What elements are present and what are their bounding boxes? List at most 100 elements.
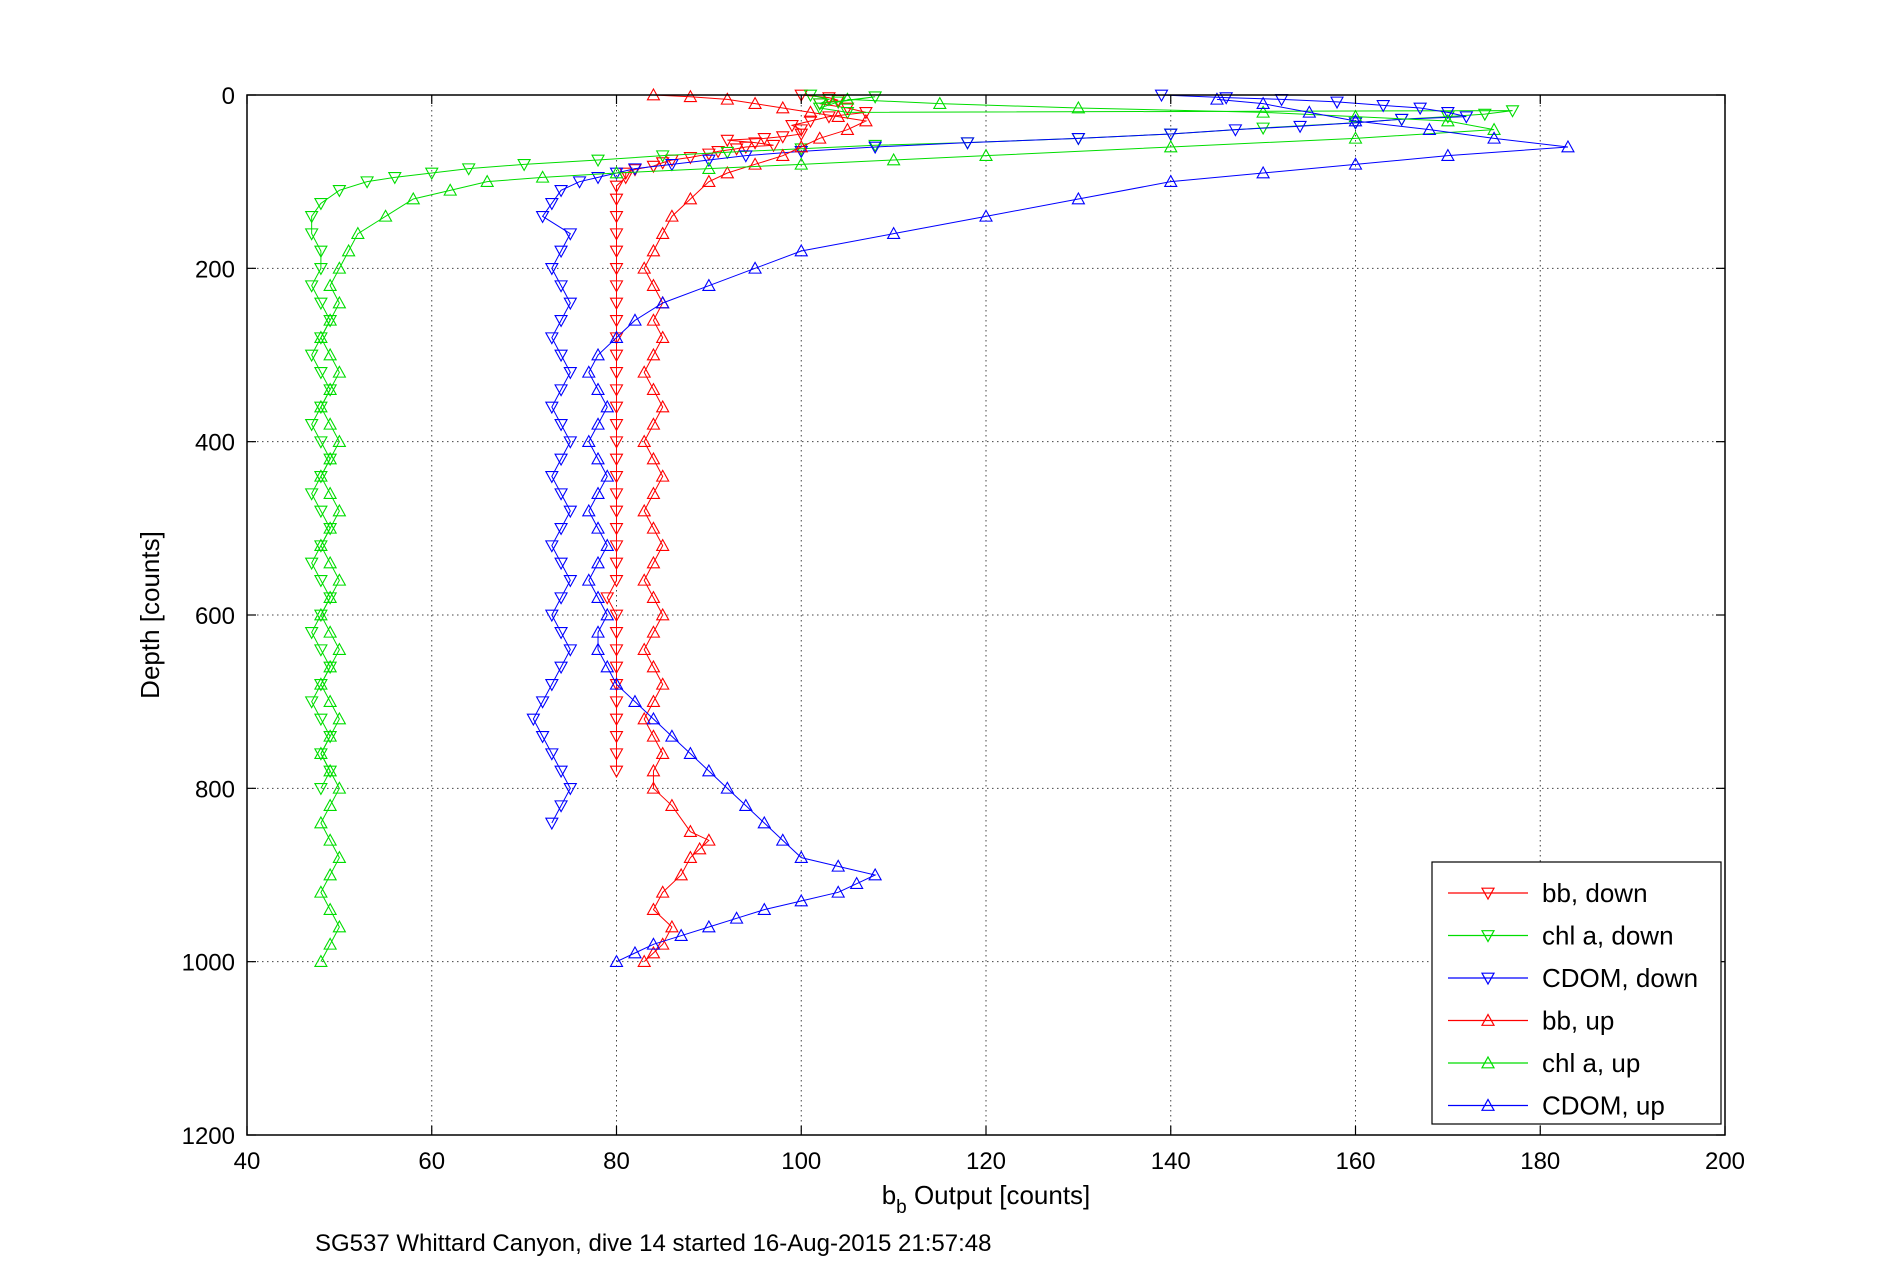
data-point	[517, 158, 532, 172]
data-point	[554, 418, 569, 432]
legend-marker	[1480, 972, 1496, 986]
data-point	[609, 297, 624, 311]
x-axis-ticks: 40 60 80 100 120 140 160 180 200	[234, 95, 1745, 1175]
data-point	[313, 644, 328, 657]
data-point	[323, 384, 338, 397]
data-point	[775, 833, 790, 846]
data-point	[313, 677, 328, 690]
data-point	[535, 210, 550, 224]
data-point	[858, 113, 873, 127]
data-point	[535, 170, 550, 183]
data-point	[748, 96, 762, 110]
data-point	[794, 157, 809, 170]
data-point	[563, 782, 578, 796]
data-point	[378, 209, 393, 222]
data-point	[332, 295, 347, 309]
data-point	[655, 226, 670, 240]
data-point	[609, 488, 624, 501]
data-point	[554, 349, 569, 363]
data-point	[554, 488, 569, 501]
legend-label: bb, up	[1542, 1006, 1614, 1036]
data-point	[979, 209, 993, 222]
data-point	[526, 713, 541, 727]
x-axis-label-rest: Output [counts]	[907, 1180, 1091, 1210]
data-point	[313, 297, 328, 311]
data-point	[1163, 139, 1178, 153]
data-point	[323, 937, 338, 950]
data-point	[554, 800, 569, 813]
data-point	[563, 574, 578, 588]
data-point	[544, 401, 559, 415]
data-point	[775, 100, 790, 114]
data-point	[304, 557, 319, 571]
data-point	[313, 574, 328, 588]
data-point	[563, 366, 578, 380]
data-point	[1394, 113, 1409, 127]
data-point	[1219, 92, 1234, 105]
data-point	[554, 453, 569, 467]
data-point	[591, 154, 605, 168]
data-point	[1228, 124, 1243, 137]
data-point	[313, 815, 328, 829]
data-point	[609, 165, 624, 179]
data-point	[748, 261, 762, 274]
data-point	[701, 154, 716, 168]
data-point	[544, 197, 559, 211]
data-point	[554, 557, 569, 571]
data-point	[323, 522, 338, 536]
data-point	[544, 540, 559, 553]
data-point	[544, 678, 559, 692]
data-point	[646, 243, 661, 257]
data-point	[646, 937, 661, 950]
series-2	[526, 89, 1474, 831]
data-point	[609, 228, 624, 241]
data-point	[591, 417, 605, 430]
data-point	[563, 644, 578, 657]
data-point	[591, 642, 605, 656]
data-point	[868, 867, 883, 881]
data-point	[600, 538, 615, 552]
data-point	[655, 150, 670, 163]
data-point	[313, 330, 328, 344]
figure-caption: SG537 Whittard Canyon, dive 14 started 1…	[315, 1230, 991, 1257]
data-point	[461, 163, 476, 176]
y-tick-label: 800	[195, 776, 235, 803]
series-line	[320, 98, 1495, 962]
data-point	[748, 157, 762, 170]
data-point	[341, 243, 356, 257]
data-point	[646, 694, 661, 708]
x-tick-label: 120	[966, 1148, 1006, 1175]
data-point	[1459, 111, 1474, 124]
data-point	[1163, 128, 1178, 142]
legend-label: bb, down	[1542, 878, 1648, 908]
data-point	[609, 349, 624, 363]
data-point	[1293, 120, 1308, 134]
data-point	[544, 748, 559, 761]
data-point	[794, 124, 809, 137]
data-point	[323, 451, 338, 465]
series-4	[313, 92, 1501, 968]
data-point	[443, 183, 458, 196]
data-point	[794, 893, 809, 907]
data-point	[1302, 105, 1317, 118]
y-tick-label: 0	[222, 83, 235, 110]
y-tick-label: 400	[195, 430, 235, 457]
data-point	[655, 399, 670, 413]
data-point	[646, 659, 661, 673]
data-point	[572, 176, 587, 189]
data-point	[323, 417, 338, 430]
data-point	[664, 209, 679, 222]
data-point	[637, 573, 652, 586]
data-point	[701, 919, 716, 933]
data-point	[323, 659, 338, 673]
data-point	[544, 262, 559, 276]
data-point	[332, 850, 347, 864]
data-point	[332, 434, 347, 448]
data-point	[350, 226, 365, 240]
data-point	[332, 184, 347, 198]
data-point	[424, 167, 439, 181]
y-axis-label: Depth [counts]	[135, 531, 165, 699]
data-point	[609, 453, 624, 467]
data-point	[683, 824, 698, 838]
